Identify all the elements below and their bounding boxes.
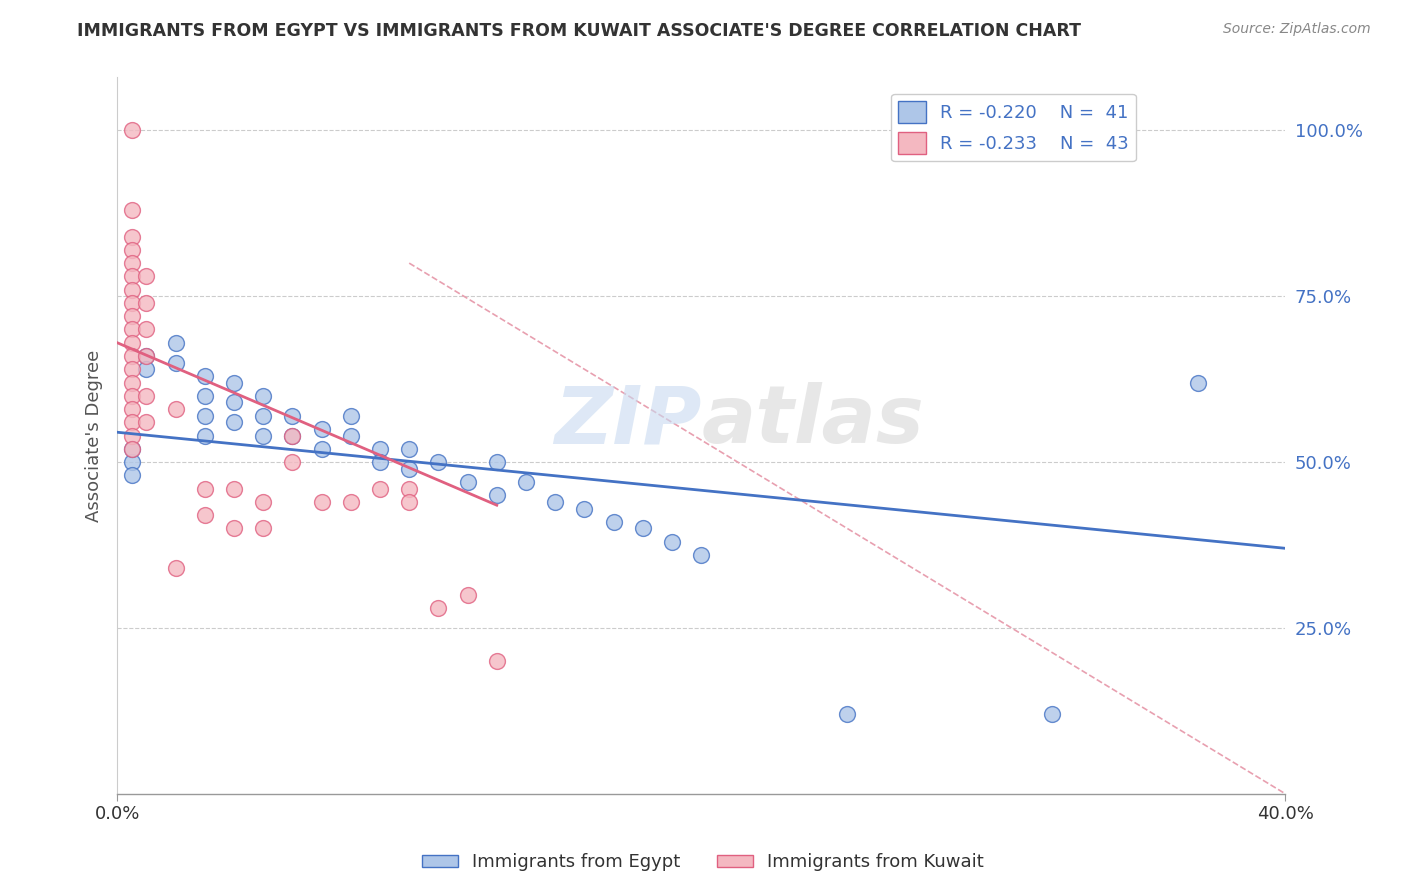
Point <box>121 428 143 442</box>
Point <box>222 415 245 429</box>
Point <box>222 376 245 390</box>
Point <box>194 482 217 496</box>
Y-axis label: Associate's Degree: Associate's Degree <box>86 350 103 522</box>
Point <box>368 442 391 456</box>
Point <box>339 409 361 423</box>
Point <box>165 561 187 575</box>
Point <box>121 415 143 429</box>
Point <box>194 508 217 523</box>
Point <box>222 482 245 496</box>
Point <box>281 428 304 442</box>
Point <box>281 428 304 442</box>
Point <box>121 256 143 270</box>
Point <box>135 389 157 403</box>
Point <box>121 402 143 417</box>
Point <box>252 389 274 403</box>
Point <box>135 296 157 310</box>
Point <box>690 548 713 562</box>
Point <box>121 283 143 297</box>
Point <box>837 707 859 722</box>
Legend: R = -0.220    N =  41, R = -0.233    N =  43: R = -0.220 N = 41, R = -0.233 N = 43 <box>891 94 1136 161</box>
Point <box>121 376 143 390</box>
Point <box>121 335 143 350</box>
Point <box>368 455 391 469</box>
Point <box>194 428 217 442</box>
Point <box>194 368 217 383</box>
Point <box>398 442 420 456</box>
Point <box>631 521 654 535</box>
Point <box>398 495 420 509</box>
Point <box>121 322 143 336</box>
Point <box>121 269 143 284</box>
Point <box>252 521 274 535</box>
Point <box>427 601 450 615</box>
Point <box>1040 707 1063 722</box>
Point <box>281 455 304 469</box>
Point <box>194 389 217 403</box>
Point <box>339 428 361 442</box>
Point <box>1187 376 1209 390</box>
Point <box>311 442 333 456</box>
Text: atlas: atlas <box>702 383 924 460</box>
Point <box>121 296 143 310</box>
Point <box>457 588 479 602</box>
Point <box>121 203 143 218</box>
Point <box>602 515 624 529</box>
Point <box>121 455 143 469</box>
Point <box>485 455 508 469</box>
Point <box>121 362 143 376</box>
Point <box>165 356 187 370</box>
Point <box>252 409 274 423</box>
Point <box>121 389 143 403</box>
Point <box>515 475 537 489</box>
Point <box>165 402 187 417</box>
Point <box>121 468 143 483</box>
Point <box>485 654 508 668</box>
Point <box>252 428 274 442</box>
Text: Source: ZipAtlas.com: Source: ZipAtlas.com <box>1223 22 1371 37</box>
Point <box>339 495 361 509</box>
Point <box>135 362 157 376</box>
Point <box>121 123 143 137</box>
Point <box>135 349 157 363</box>
Point <box>544 495 567 509</box>
Point <box>252 495 274 509</box>
Point <box>194 409 217 423</box>
Point <box>281 409 304 423</box>
Point <box>398 461 420 475</box>
Point <box>135 349 157 363</box>
Point <box>574 501 596 516</box>
Point <box>135 415 157 429</box>
Point <box>368 482 391 496</box>
Text: ZIP: ZIP <box>554 383 702 460</box>
Point <box>121 309 143 323</box>
Point <box>121 442 143 456</box>
Point <box>398 482 420 496</box>
Point <box>121 229 143 244</box>
Point <box>427 455 450 469</box>
Point <box>135 322 157 336</box>
Point <box>121 349 143 363</box>
Point <box>222 521 245 535</box>
Text: IMMIGRANTS FROM EGYPT VS IMMIGRANTS FROM KUWAIT ASSOCIATE'S DEGREE CORRELATION C: IMMIGRANTS FROM EGYPT VS IMMIGRANTS FROM… <box>77 22 1081 40</box>
Point <box>661 534 683 549</box>
Point <box>121 442 143 456</box>
Point <box>311 422 333 436</box>
Point <box>311 495 333 509</box>
Legend: Immigrants from Egypt, Immigrants from Kuwait: Immigrants from Egypt, Immigrants from K… <box>415 847 991 879</box>
Point <box>121 243 143 257</box>
Point <box>165 335 187 350</box>
Point <box>135 269 157 284</box>
Point <box>457 475 479 489</box>
Point <box>485 488 508 502</box>
Point <box>222 395 245 409</box>
